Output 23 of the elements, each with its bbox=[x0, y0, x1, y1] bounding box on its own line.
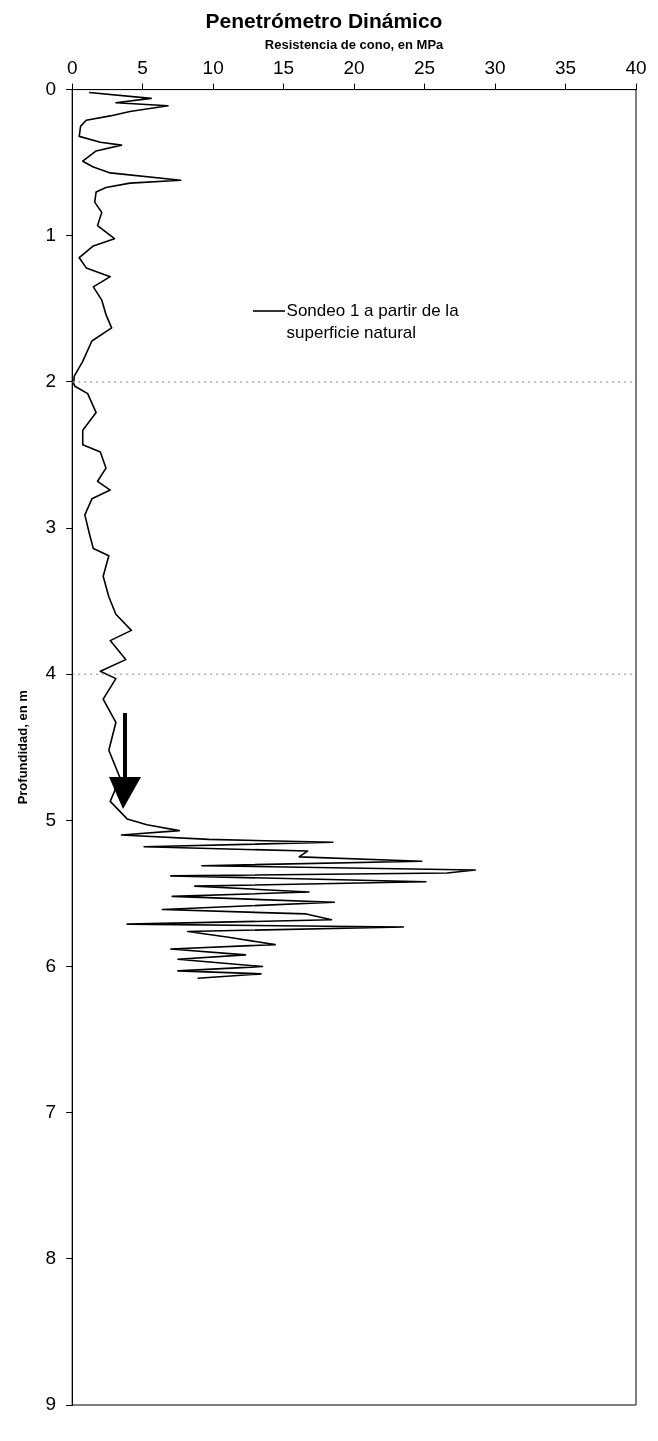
x-tick-label: 15 bbox=[273, 57, 295, 79]
x-tick-label: 30 bbox=[484, 57, 506, 79]
x-tick-label: 25 bbox=[413, 57, 436, 79]
y-tick-label: 0 bbox=[45, 77, 57, 99]
y-tick-label: 4 bbox=[45, 662, 57, 684]
y-tick-label: 8 bbox=[45, 1247, 57, 1269]
y-tick-label: 2 bbox=[45, 370, 57, 392]
legend-label: Sondeo 1 a partir de la superficie natural bbox=[286, 300, 460, 345]
x-tick-label: 10 bbox=[202, 57, 224, 79]
x-tick-label: 20 bbox=[343, 57, 365, 79]
y-tick-label: 5 bbox=[45, 808, 57, 830]
x-tick-label: 5 bbox=[137, 57, 148, 79]
chart-title: Penetrómetro Dinámico bbox=[205, 9, 443, 33]
x-tick-label: 40 bbox=[625, 57, 647, 79]
x-tick-label: 0 bbox=[66, 57, 78, 79]
y-tick-label: 1 bbox=[45, 223, 57, 245]
y-tick-label: 7 bbox=[45, 1100, 57, 1122]
y-tick-label: 3 bbox=[45, 516, 57, 538]
y-tick-label: 9 bbox=[45, 1393, 57, 1415]
y-axis-title: Profundidad, en m bbox=[15, 690, 31, 805]
x-tick-label: 35 bbox=[554, 57, 577, 79]
y-tick-label: 6 bbox=[45, 954, 57, 976]
x-axis-title: Resistencia de cono, en MPa bbox=[264, 36, 445, 52]
